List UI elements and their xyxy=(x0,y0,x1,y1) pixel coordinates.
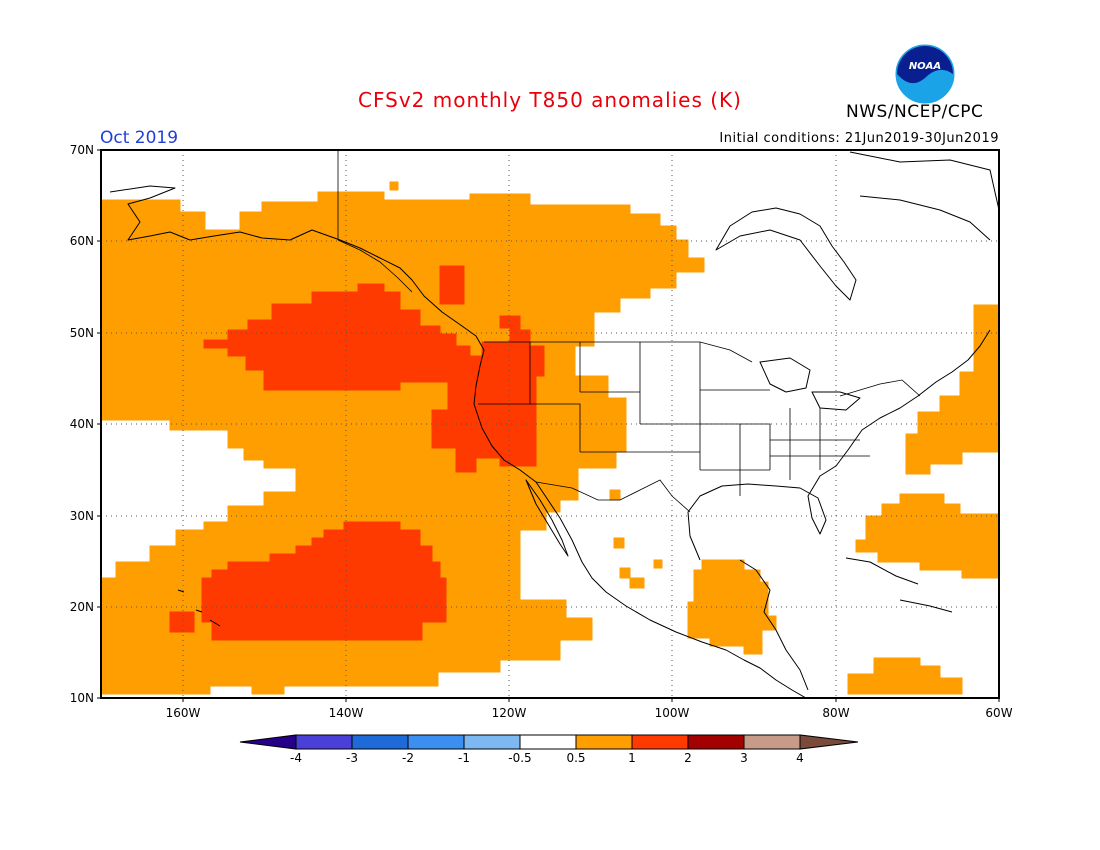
colorbar-label: 4 xyxy=(796,751,804,765)
lon-label-120w: 120W xyxy=(492,706,527,720)
colorbar-arrow-right xyxy=(799,734,859,750)
colorbar-cell xyxy=(687,734,745,750)
noaa-logo: NOAA xyxy=(894,43,956,105)
lat-label-20n: 20N xyxy=(70,600,94,614)
lat-label-70n: 70N xyxy=(70,143,94,157)
colorbar-label: -4 xyxy=(290,751,302,765)
colorbar-label: -2 xyxy=(402,751,414,765)
lon-label-100w: 100W xyxy=(655,706,690,720)
coastlines xyxy=(109,151,999,698)
colorbar-cell xyxy=(295,734,353,750)
colorbar-label: -3 xyxy=(346,751,358,765)
colorbar-arrow-left xyxy=(239,734,297,750)
colorbar-cell xyxy=(575,734,633,750)
colorbar-label: -0.5 xyxy=(508,751,531,765)
colorbar-label: 3 xyxy=(740,751,748,765)
lat-label-60n: 60N xyxy=(70,234,94,248)
colorbar: -4 -3 -2 -1 -0.5 0.5 1 2 3 4 xyxy=(239,734,859,765)
lon-label-140w: 140W xyxy=(329,706,364,720)
political-borders xyxy=(337,150,921,513)
colorbar-label: 0.5 xyxy=(566,751,585,765)
lon-label-160w: 160W xyxy=(166,706,201,720)
agency-label: NWS/NCEP/CPC xyxy=(846,102,984,122)
lat-label-50n: 50N xyxy=(70,326,94,340)
colorbar-label: 2 xyxy=(684,751,692,765)
colorbar-cell xyxy=(407,734,465,750)
chart-title: CFSv2 monthly T850 anomalies (K) xyxy=(358,88,742,112)
lat-label-30n: 30N xyxy=(70,509,94,523)
colorbar-cell xyxy=(463,734,521,750)
lon-label-60w: 60W xyxy=(985,706,1012,720)
anomaly-region-1-2 xyxy=(169,265,545,641)
lon-label-80w: 80W xyxy=(822,706,849,720)
colorbar-label: -1 xyxy=(458,751,470,765)
colorbar-cell xyxy=(631,734,689,750)
lat-label-10n: 10N xyxy=(70,691,94,705)
colorbar-cell xyxy=(743,734,801,750)
anomaly-shading xyxy=(101,181,999,695)
noaa-logo-text: NOAA xyxy=(909,61,941,72)
colorbar-cell xyxy=(351,734,409,750)
valid-month-label: Oct 2019 xyxy=(100,128,179,148)
colorbar-label: 1 xyxy=(628,751,636,765)
initial-conditions-label: Initial conditions: 21Jun2019-30Jun2019 xyxy=(719,131,999,146)
lat-label-40n: 40N xyxy=(70,417,94,431)
colorbar-cell xyxy=(519,734,577,750)
